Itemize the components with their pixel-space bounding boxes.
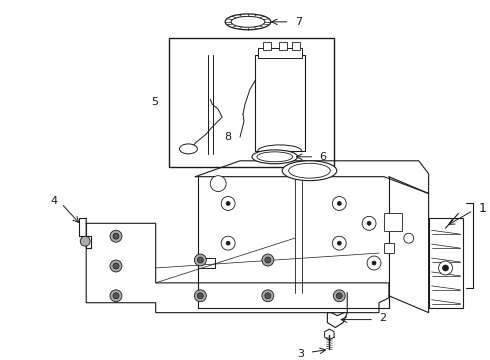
- Circle shape: [195, 254, 206, 266]
- Ellipse shape: [231, 16, 265, 27]
- Circle shape: [195, 290, 206, 302]
- Circle shape: [265, 293, 271, 299]
- Circle shape: [262, 254, 274, 266]
- Ellipse shape: [225, 14, 271, 30]
- Text: 6: 6: [319, 152, 326, 162]
- Text: 2: 2: [379, 312, 386, 323]
- Bar: [263, 42, 271, 50]
- Circle shape: [367, 221, 371, 225]
- Circle shape: [333, 290, 345, 302]
- Circle shape: [404, 233, 414, 243]
- Circle shape: [80, 236, 90, 246]
- Circle shape: [110, 290, 122, 302]
- Circle shape: [372, 261, 376, 265]
- Circle shape: [362, 216, 376, 230]
- Circle shape: [226, 202, 230, 206]
- Circle shape: [336, 293, 343, 299]
- Bar: [384, 243, 394, 253]
- Bar: [255, 55, 305, 151]
- Bar: [384, 213, 402, 231]
- Circle shape: [332, 236, 346, 250]
- Ellipse shape: [179, 144, 197, 154]
- Bar: [169, 38, 334, 167]
- Bar: [258, 48, 301, 58]
- Circle shape: [221, 236, 235, 250]
- Circle shape: [337, 202, 341, 206]
- Circle shape: [113, 263, 119, 269]
- Circle shape: [337, 241, 341, 245]
- Bar: [279, 42, 287, 50]
- Circle shape: [442, 265, 448, 271]
- Circle shape: [226, 241, 230, 245]
- Circle shape: [113, 293, 119, 299]
- Circle shape: [197, 257, 203, 263]
- Circle shape: [367, 256, 381, 270]
- Ellipse shape: [257, 152, 293, 162]
- Circle shape: [439, 261, 452, 275]
- Circle shape: [110, 260, 122, 272]
- Circle shape: [210, 176, 226, 192]
- Ellipse shape: [282, 161, 337, 181]
- Circle shape: [262, 290, 274, 302]
- Text: 4: 4: [50, 197, 57, 207]
- Text: 8: 8: [224, 132, 232, 142]
- Circle shape: [221, 197, 235, 210]
- Text: 5: 5: [151, 97, 158, 107]
- Circle shape: [332, 197, 346, 210]
- Text: 3: 3: [297, 349, 305, 359]
- Text: 1: 1: [478, 202, 486, 215]
- Circle shape: [113, 233, 119, 239]
- Text: 7: 7: [294, 17, 302, 27]
- Bar: [429, 219, 464, 308]
- Circle shape: [197, 293, 203, 299]
- Ellipse shape: [252, 150, 297, 164]
- Bar: [292, 42, 299, 50]
- Circle shape: [265, 257, 271, 263]
- Circle shape: [110, 230, 122, 242]
- Ellipse shape: [289, 163, 330, 178]
